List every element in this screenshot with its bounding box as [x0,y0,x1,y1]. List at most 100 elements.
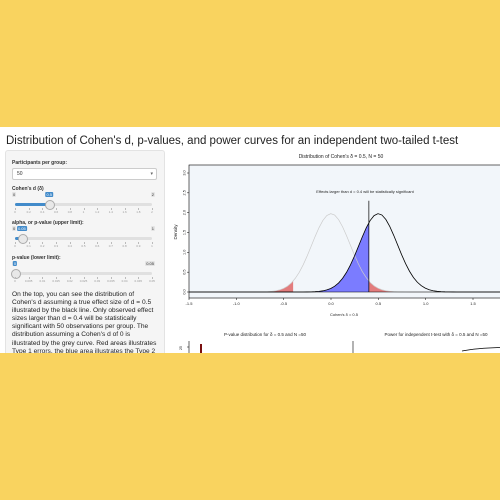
slider-tick-label: 0.6 [95,244,100,248]
alpha-label: alpha, or p-value (upper limit): [12,220,84,226]
pval-lower-slider[interactable]: 0 0.05 0 0 0.005 0.01 0.015 0.02 0.025 0.03 0.0… [11,261,155,283]
slider-track[interactable] [15,237,152,240]
page-title: Distribution of Cohen's d, p-values, and… [6,135,459,147]
plot-curves [189,200,500,293]
slider-tick-label: 0 [14,210,16,214]
slider-tick [56,208,58,210]
slider-tick [28,277,30,279]
y-axis-tick-label: 1.0 [182,250,186,255]
description-text: On the top, you can see the distribution… [12,291,157,353]
slider-tick-label: 1.2 [95,210,100,214]
slider-tick-label: 0.8 [67,210,72,214]
slider-min-label: 0 [12,226,17,231]
slider-tick [15,242,16,244]
slider-handle[interactable] [45,200,56,210]
slider-tick-label: 0.9 [136,244,141,248]
cohens-d-slider[interactable]: 0 2 0.5 0 0.2 0.4 0.6 0.8 1 1.2 1.4 1.6 1.8 2 [12,192,155,214]
pvalue-distribution-plot: P-value distribution for δ = 0.5 and N =… [169,327,349,353]
x-axis-label: Cohen's δ = 0.5 [330,312,359,317]
x-axis-tick-label: 1.5 [470,301,476,306]
slider-tick [124,242,126,244]
slider-tick-label: 0.04 [121,279,128,283]
slider-tick-label: 0.015 [52,279,60,283]
y-axis-tick-label: 2.0 [182,210,186,215]
slider-handle[interactable] [17,234,28,244]
slider-tick [138,242,140,244]
slider-tick [69,277,71,279]
slider-max-label: 2 [150,192,155,197]
slider-tick-label: 0 [14,279,16,283]
slider-tick-label: 0.4 [40,210,45,214]
slider-handle[interactable] [11,269,21,279]
slider-tick-label: 0.02 [66,279,73,283]
slider-tick-label: 0.005 [24,279,33,283]
slider-track[interactable] [15,272,152,275]
slider-tick [97,242,99,244]
pval-plot-title: P-value distribution for δ = 0.5 and N =… [224,332,307,337]
y-axis-tick-label: 0.5 [182,270,186,275]
slider-tick-label: 0.05 [149,279,155,283]
slider-tick [152,208,153,210]
slider-fill [15,203,50,206]
x-axis-tick-label: 0.0 [328,301,334,306]
slider-ticks: 0 0.2 0.4 0.6 0.8 1 1.2 1.4 1.6 1.8 2 [14,208,153,214]
slider-tick [124,277,126,279]
alpha-slider[interactable]: 0 1 0.05 0 0.1 0.2 0.3 0.4 0.5 0.6 0.7 0.8 0.9 1 [12,226,155,248]
slider-tick [42,208,44,210]
pval-lower-label: p-value (lower limit): [12,255,61,261]
power-curve [461,347,500,352]
slider-tick [28,208,30,210]
slider-tick-label: 0.1 [26,244,31,248]
slider-tick-label: 0.5 [81,244,86,248]
slider-tick [110,277,112,279]
slider-tick [69,208,71,210]
y-axis-tick-label: 1.5 [182,230,186,235]
slider-track[interactable] [15,203,152,206]
slider-tick [124,208,126,210]
power-curve-plot: Power for independent t-test with δ = 0.… [350,327,500,353]
slider-tick-label: 0.3 [54,244,59,248]
y-axis-tick-label: 2.5 [182,190,186,195]
slider-tick-label: 0.8 [122,244,127,248]
slider-tick [138,208,140,210]
y-axis-label: Density [173,224,178,240]
slider-tick-label: 0.4 [67,244,72,248]
slider-min-label: 0 [12,192,17,197]
x-axis-tick-label: -1.0 [233,301,241,306]
slider-tick [110,242,112,244]
slider-tick-label: 0.03 [94,279,101,283]
main-plot-title: Distribution of Cohen's δ = 0.5, N = 50 [299,154,384,160]
sidebar-panel: Participants per group: 50 ▾ Cohen's d (… [5,150,165,353]
slider-value-label: 0.05 [16,226,27,231]
slider-tick-label: 1 [82,210,85,214]
slider-tick-label: 0.7 [108,244,113,248]
x-axis-tick-label: -1.5 [186,301,194,306]
type1-error-area-right [368,280,500,292]
slider-tick [83,277,85,279]
slider-tick [56,242,58,244]
slider-tick [110,208,112,210]
x-axis-tick-label: -0.5 [280,301,288,306]
slider-tick [152,242,153,244]
slider-tick-label: 0.2 [40,244,45,248]
slider-tick [15,277,16,279]
slider-ticks: 0 0.1 0.2 0.3 0.4 0.5 0.6 0.7 0.8 0.9 1 [14,242,153,248]
slider-tick-label: 0.045 [134,279,143,283]
x-axis-tick-label: 0.5 [376,301,382,306]
slider-tick-label: 1 [151,244,153,248]
slider-tick-label: 0.6 [54,210,59,214]
y-axis-tick-label: 0.0 [182,289,186,294]
pval-bar [200,344,202,353]
slider-max-label: 0.05 [145,261,155,266]
slider-ticks: 0 0.005 0.01 0.015 0.02 0.025 0.03 0.035 0.04 0.0… [14,277,155,283]
slider-max-label: 1 [150,226,155,231]
slider-tick-label: 2 [151,210,153,214]
slider-value-label: 0 [12,261,18,266]
x-axis-tick-label: 1.0 [423,301,429,306]
slider-tick [69,242,71,244]
slider-tick [83,242,85,244]
participants-select[interactable]: 50 ▾ [12,168,157,180]
participants-value: 50 [17,171,23,177]
slider-tick-label: 0.035 [107,279,115,283]
y-axis-tick-label: 3.0 [182,170,186,175]
